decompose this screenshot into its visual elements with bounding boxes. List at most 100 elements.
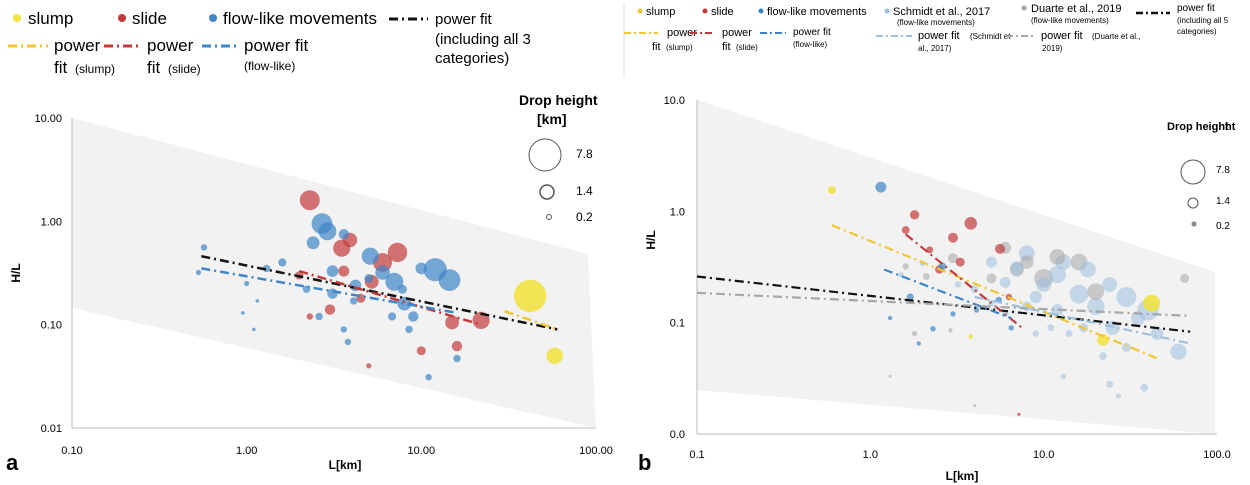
b-fit-line-flow — [883, 268, 1012, 320]
b-schmidt-point — [1115, 393, 1122, 399]
b-schmidt-point — [1116, 287, 1137, 307]
panel-a-ylabel: H/L — [9, 263, 23, 282]
legend-b-slide-marker — [702, 8, 708, 14]
b-schmidt-point — [999, 276, 1011, 288]
a-slump-point — [546, 347, 563, 364]
b-duarte-point — [922, 273, 930, 280]
a-flow-point — [318, 222, 337, 241]
b-schmidt-point — [1051, 304, 1064, 316]
b-duarte-point — [1087, 283, 1105, 300]
panel-b-envelope — [697, 100, 1215, 434]
b-schmidt-point — [1080, 261, 1096, 278]
a-x-tick-label: 10.00 — [408, 445, 436, 457]
legend-b-fit-slide-1: power — [722, 27, 752, 39]
b-slump-point — [828, 186, 836, 195]
b-flow-point — [938, 262, 947, 271]
b-flow-point — [875, 181, 887, 193]
legend-b-fit-slide-3: (slide) — [736, 43, 758, 52]
panel-a-marks — [195, 190, 563, 381]
a-y-tick-label: 10.00 — [34, 113, 62, 125]
b-duarte-point — [1180, 273, 1190, 283]
a-x-tick-label: 100.00 — [579, 445, 613, 457]
b-flow-point — [930, 326, 936, 332]
b-slump-point — [968, 334, 973, 339]
panel-b-size-label-small: 0.2 — [1216, 221, 1230, 232]
a-slide-point — [451, 340, 463, 352]
a-flow-point — [415, 262, 428, 275]
b-schmidt-point — [1121, 342, 1131, 352]
a-y-tick-label: 1.00 — [41, 216, 62, 228]
a-slide-point — [324, 304, 336, 315]
b-schmidt-point — [954, 281, 962, 288]
panel-b: 0.1 1.0 10.0 100.0 0.0 0.1 1.0 10.0 L[km] H/L b… — [638, 95, 1236, 483]
a-slide-point — [306, 313, 313, 320]
panel-b-tick-labels: 0.1 1.0 10.0 100.0 0.0 0.1 1.0 10.0 — [664, 95, 1231, 461]
b-slide-point — [948, 232, 958, 243]
b-x-tick-label: 0.1 — [689, 449, 704, 461]
legend-b-slump-label: slump — [646, 6, 675, 18]
panel-a-size-label-large: 7.8 — [576, 147, 593, 161]
legend-a-slide-label: slide — [132, 9, 167, 28]
a-slide-point — [445, 315, 459, 330]
panel-a-size-label-medium: 1.4 — [576, 184, 593, 198]
panel-b-size-title: Drop height — [1167, 121, 1229, 133]
b-schmidt-point — [1010, 261, 1024, 275]
legend-b: slump slide flow-like movements Schmidt … — [623, 3, 1229, 78]
a-fit-line-flow — [201, 267, 458, 315]
a-slide-point — [338, 265, 350, 277]
legend-b-duarte-sub: (flow-like movements) — [1031, 16, 1109, 25]
legend-b-fit-duarte-2: (Duarte et al., — [1092, 32, 1140, 41]
b-slump-point — [1143, 294, 1161, 312]
legend-b-duarte-label: Duarte et al., 2019 — [1031, 3, 1122, 15]
legend-b-fit-flow-2: (flow-like) — [793, 40, 828, 49]
b-slide-point — [926, 246, 934, 254]
b-slide-point — [955, 257, 965, 267]
a-flow-point — [326, 265, 339, 277]
legend-b-fit-flow-1: power fit — [793, 27, 831, 38]
b-x-tick-label: 10.0 — [1033, 449, 1054, 461]
legend-b-fit-slump-3: (slump) — [666, 43, 693, 52]
b-schmidt-point — [1048, 265, 1067, 284]
panel-b-size-label-large: 7.8 — [1216, 165, 1230, 176]
panel-a-size-label-small: 0.2 — [576, 210, 593, 224]
legend-b-fit-schmidt-1: power fit — [918, 30, 960, 42]
b-flow-point — [906, 293, 914, 301]
a-flow-point — [425, 374, 432, 381]
a-flow-point — [195, 269, 202, 276]
legend-a-fit-sub2: categories) — [435, 50, 509, 67]
a-flow-point — [255, 299, 260, 303]
a-flow-point — [338, 229, 349, 240]
legend-b-fit-schmidt-3: al., 2017) — [918, 44, 952, 53]
b-duarte-point — [948, 253, 958, 264]
b-x-tick-label: 1.0 — [863, 449, 878, 461]
legend-a-flow-label: flow-like movements — [223, 9, 377, 28]
legend-b-fit-duarte-3: 2019) — [1042, 44, 1063, 53]
b-y-tick-label: 1.0 — [670, 206, 685, 218]
a-flow-point — [241, 311, 245, 315]
panel-b-size-circle-medium — [1187, 197, 1199, 209]
b-duarte-point — [888, 374, 892, 378]
panel-a-size-circle-medium — [539, 184, 555, 200]
legend-b-fit-slump-2: fit — [652, 41, 661, 53]
legend-b-duarte-marker — [1021, 5, 1027, 11]
a-flow-point — [344, 338, 352, 346]
a-flow-point — [438, 269, 461, 291]
b-schmidt-point — [1036, 277, 1052, 292]
legend-b-slide-label: slide — [711, 6, 734, 18]
panel-b-size-circle-large — [1180, 159, 1206, 185]
a-flow-point — [375, 265, 390, 280]
b-x-tick-label: 100.0 — [1203, 449, 1231, 461]
b-duarte-point — [973, 404, 977, 408]
a-flow-point — [200, 244, 208, 251]
panel-b-xlabel: L[km] — [946, 469, 979, 483]
a-slide-point — [299, 190, 320, 211]
b-schmidt-point — [1069, 284, 1089, 304]
b-slide-point — [995, 243, 1005, 254]
a-flow-point — [408, 311, 419, 322]
legend-a-fit-flow-1: power fit — [244, 36, 309, 55]
panel-b-size-circle-small — [1191, 221, 1197, 227]
b-slump-point — [1097, 334, 1109, 346]
panel-b-ylabel: H/L — [644, 230, 658, 249]
a-flow-point — [244, 280, 250, 287]
a-flow-point — [315, 312, 323, 321]
